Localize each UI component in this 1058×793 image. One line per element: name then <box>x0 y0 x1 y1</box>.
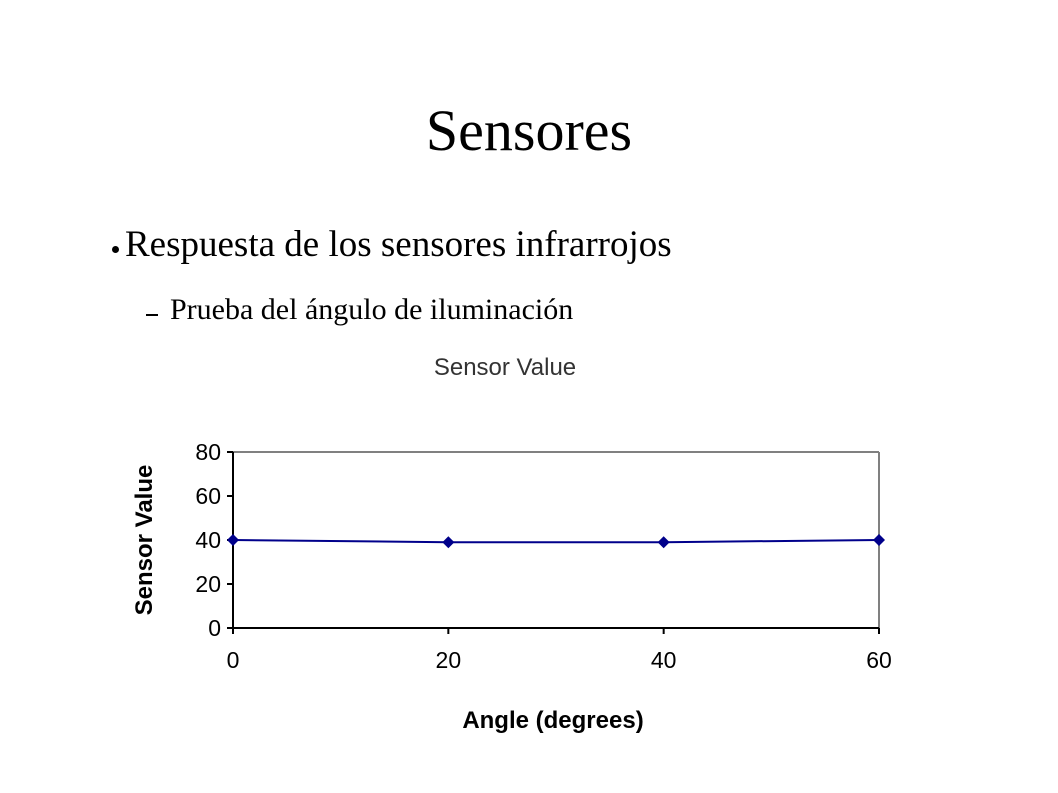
chart-title: Sensor Value <box>434 354 576 381</box>
series-layer <box>227 534 885 549</box>
bullet-text: Respuesta de los sensores infrarrojos <box>125 224 672 265</box>
x-tick-label: 40 <box>651 647 677 673</box>
sub-bullet-text: Prueba del ángulo de iluminación <box>170 293 574 326</box>
y-tick-label: 0 <box>208 615 221 641</box>
x-tick-label: 60 <box>866 647 892 673</box>
x-axis-label: Angle (degrees) <box>462 707 643 734</box>
x-tick-label: 0 <box>227 647 240 673</box>
y-tick-label: 80 <box>195 439 221 465</box>
y-axis-ticks: 0 20 40 60 80 <box>195 439 233 641</box>
y-tick-label: 40 <box>195 527 221 553</box>
sensor-value-chart: Sensor Value 0 20 40 60 80 0 20 40 60 Angle (de… <box>131 354 892 734</box>
y-tick-label: 20 <box>195 571 221 597</box>
x-axis-ticks: 0 20 40 60 <box>227 628 892 673</box>
dash-icon <box>146 314 158 316</box>
data-point-marker <box>227 534 239 546</box>
series-line <box>232 539 880 544</box>
y-tick-label: 60 <box>195 483 221 509</box>
data-point-marker <box>873 534 885 546</box>
y-axis-label: Sensor Value <box>131 465 158 616</box>
slide-title: Sensores <box>425 98 633 163</box>
data-point-marker <box>442 536 455 549</box>
data-point-marker <box>657 536 670 549</box>
x-tick-label: 20 <box>436 647 462 673</box>
bullet-dot-icon <box>112 246 119 253</box>
